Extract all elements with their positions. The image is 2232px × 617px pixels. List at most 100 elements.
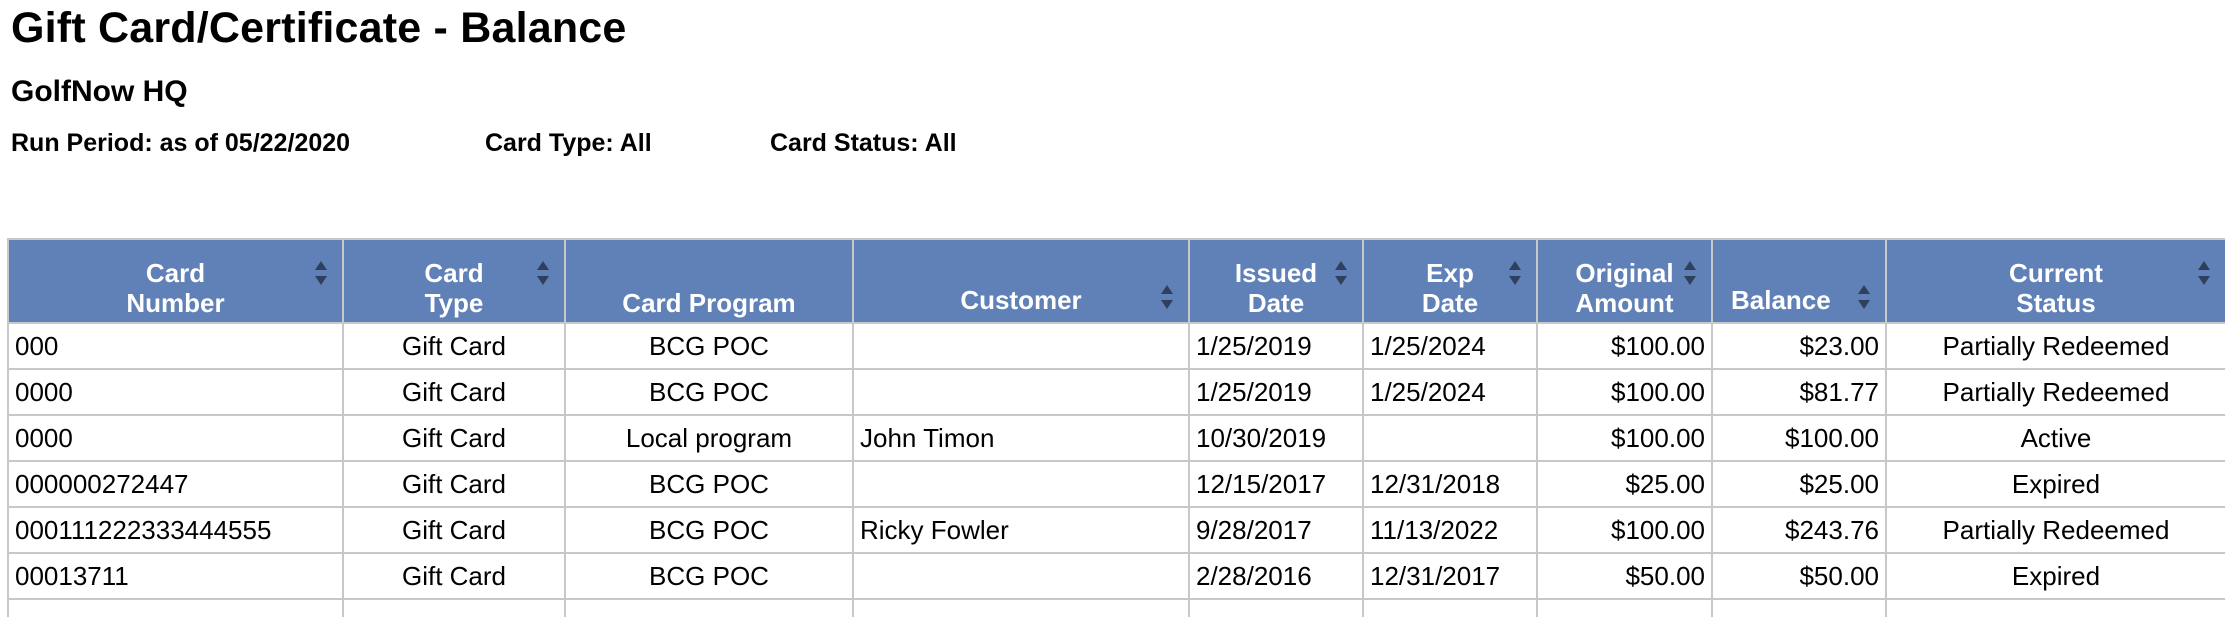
col-header-current-status-line2: Status [2016, 288, 2096, 318]
cell-card-number: 000 [7, 322, 344, 370]
cell-card-program: BCG POC [564, 552, 854, 600]
cell-card-number: 000111222333444555 [7, 506, 344, 554]
cell-customer: John Timon [852, 414, 1190, 462]
cell-current-status: Active [1885, 414, 2225, 462]
sort-up-down-icon[interactable] [314, 260, 328, 286]
cell-current-status: Partially Redeemed [1885, 322, 2225, 370]
cell-card-program: BCG POC [564, 368, 854, 416]
cell-issued-date: 10/30/2019 [1188, 414, 1364, 462]
col-header-balance[interactable]: Balance [1711, 238, 1887, 324]
col-header-current-status[interactable]: Current Status [1885, 238, 2225, 324]
cell-issued-date: 12/15/2017 [1188, 460, 1364, 508]
cell-card-program: Local program [564, 414, 854, 462]
cell-balance [1711, 598, 1887, 617]
cell-card-number: 0000 [7, 414, 344, 462]
sort-up-down-icon[interactable] [2197, 260, 2211, 286]
col-header-card-number-line1: Card [145, 258, 206, 288]
cell-exp-date: 1/25/2024 [1362, 368, 1538, 416]
cell-customer: Ricky Fowler [852, 506, 1190, 554]
sort-up-down-icon[interactable] [536, 260, 550, 286]
cell-exp-date: 12/31/2018 [1362, 460, 1538, 508]
sort-up-down-icon[interactable] [1160, 284, 1174, 310]
cell-original-amount: $100.00 [1536, 414, 1713, 462]
cell-original-amount: $100.00 [1536, 322, 1713, 370]
cell-card-type: Gift Card [342, 322, 566, 370]
col-header-card-program-label: Card Program [622, 288, 796, 318]
cell-issued-date: 1/25/2019 [1188, 322, 1364, 370]
report-parameters: Run Period: as of 05/22/2020 Card Type: … [11, 129, 957, 158]
table-row: 00013711 Gift Card BCG POC 2/28/2016 12/… [7, 552, 2225, 600]
table-row: 000111222333444555 Gift Card BCG POC Ric… [7, 506, 2225, 554]
cell-card-type: Gift Card [342, 506, 566, 554]
cell-current-status: Expired [1885, 552, 2225, 600]
col-header-card-type[interactable]: Card Type [342, 238, 566, 324]
table-row: 000 Gift Card BCG POC 1/25/2019 1/25/202… [7, 322, 2225, 370]
col-header-exp-date[interactable]: Exp Date [1362, 238, 1538, 324]
card-status-filter: Card Status: All [770, 129, 957, 157]
col-header-current-status-line1: Current [2009, 258, 2103, 288]
cell-card-program: BCG POC [564, 322, 854, 370]
cell-exp-date: 12/31/2017 [1362, 552, 1538, 600]
col-header-exp-date-line1: Exp [1426, 258, 1474, 288]
col-header-original-amount-line2: Amount [1575, 288, 1674, 318]
sort-up-down-icon[interactable] [1508, 260, 1522, 286]
cell-balance: $243.76 [1711, 506, 1887, 554]
sort-up-down-icon[interactable] [1334, 260, 1348, 286]
table-row [7, 598, 2225, 617]
balance-table-container: Card Number Card Type Card Program Custo… [7, 238, 2225, 617]
cell-customer [852, 460, 1190, 508]
col-header-exp-date-line2: Date [1421, 288, 1479, 318]
cell-exp-date: 11/13/2022 [1362, 506, 1538, 554]
cell-card-program: BCG POC [564, 506, 854, 554]
cell-exp-date [1362, 414, 1538, 462]
cell-balance: $25.00 [1711, 460, 1887, 508]
cell-balance: $81.77 [1711, 368, 1887, 416]
cell-card-type: Gift Card [342, 414, 566, 462]
cell-card-number: 000000272447 [7, 460, 344, 508]
col-header-card-number[interactable]: Card Number [7, 238, 344, 324]
cell-original-amount [1536, 598, 1713, 617]
report-title: Gift Card/Certificate - Balance [11, 4, 627, 52]
cell-original-amount: $25.00 [1536, 460, 1713, 508]
col-header-card-program[interactable]: Card Program [564, 238, 854, 324]
col-header-customer[interactable]: Customer [852, 238, 1190, 324]
cell-issued-date: 9/28/2017 [1188, 506, 1364, 554]
cell-exp-date: 1/25/2024 [1362, 322, 1538, 370]
col-header-customer-label: Customer [960, 285, 1082, 315]
cell-card-number [7, 598, 344, 617]
cell-current-status: Expired [1885, 460, 2225, 508]
col-header-issued-date-line2: Date [1247, 288, 1305, 318]
cell-current-status: Partially Redeemed [1885, 368, 2225, 416]
cell-balance: $100.00 [1711, 414, 1887, 462]
cell-card-number: 0000 [7, 368, 344, 416]
cell-card-type: Gift Card [342, 460, 566, 508]
col-header-card-number-line2: Number [126, 288, 225, 318]
table-row: 0000 Gift Card Local program John Timon … [7, 414, 2225, 462]
cell-current-status: Partially Redeemed [1885, 506, 2225, 554]
sort-up-down-icon[interactable] [1857, 284, 1871, 310]
cell-issued-date: 1/25/2019 [1188, 368, 1364, 416]
cell-card-number: 00013711 [7, 552, 344, 600]
company-name: GolfNow HQ [11, 75, 188, 108]
col-header-original-amount[interactable]: Original Amount [1536, 238, 1713, 324]
cell-current-status [1885, 598, 2225, 617]
col-header-issued-date[interactable]: Issued Date [1188, 238, 1364, 324]
cell-original-amount: $50.00 [1536, 552, 1713, 600]
cell-card-type [342, 598, 566, 617]
cell-customer [852, 322, 1190, 370]
cell-customer [852, 552, 1190, 600]
cell-issued-date: 2/28/2016 [1188, 552, 1364, 600]
cell-balance: $23.00 [1711, 322, 1887, 370]
cell-issued-date [1188, 598, 1364, 617]
cell-card-type: Gift Card [342, 368, 566, 416]
run-period: Run Period: as of 05/22/2020 [11, 129, 351, 157]
col-header-card-type-line1: Card [424, 258, 484, 288]
cell-balance: $50.00 [1711, 552, 1887, 600]
balance-table: Card Number Card Type Card Program Custo… [7, 238, 2225, 617]
sort-up-down-icon[interactable] [1683, 260, 1697, 286]
col-header-original-amount-line1: Original [1575, 258, 1674, 288]
cell-exp-date [1362, 598, 1538, 617]
cell-card-program [564, 598, 854, 617]
col-header-issued-date-line1: Issued [1234, 258, 1318, 288]
cell-original-amount: $100.00 [1536, 368, 1713, 416]
